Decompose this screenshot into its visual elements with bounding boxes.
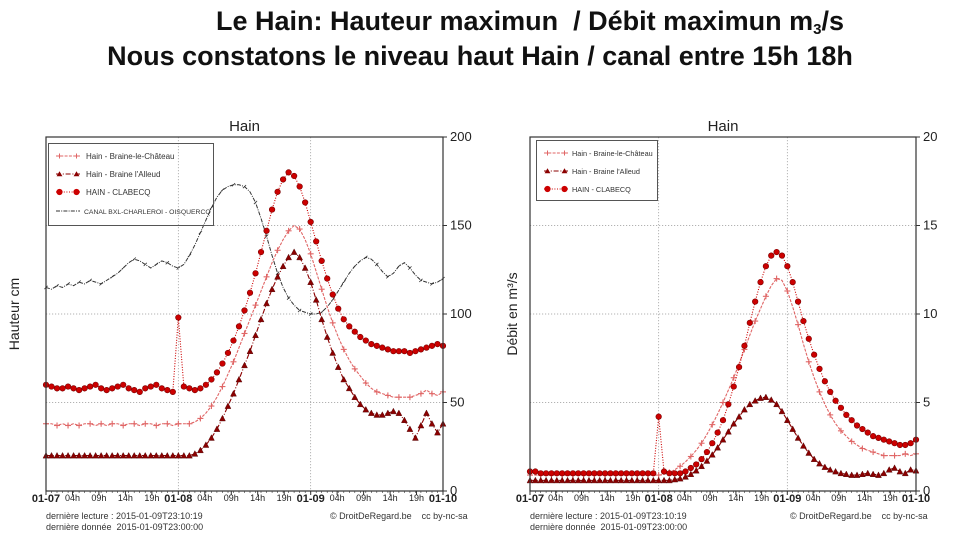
svg-text:Hain - Braine-le-Château: Hain - Braine-le-Château	[572, 149, 653, 158]
svg-text:HAIN - CLABECQ: HAIN - CLABECQ	[572, 185, 631, 194]
svg-text:15: 15	[923, 218, 937, 233]
svg-text:CANAL BXL-CHARLEROI - OISQUERC: CANAL BXL-CHARLEROI - OISQUERCQ	[84, 209, 211, 216]
svg-text:HAIN - CLABECQ: HAIN - CLABECQ	[86, 188, 150, 197]
svg-text:Hain - Braine l'Alleud: Hain - Braine l'Alleud	[572, 167, 640, 176]
svg-text:Hain - Braine l'Alleud: Hain - Braine l'Alleud	[86, 170, 160, 179]
svg-text:5: 5	[923, 395, 930, 410]
svg-text:10: 10	[923, 306, 937, 321]
svg-text:Hain - Braine-le-Château: Hain - Braine-le-Château	[86, 152, 175, 161]
svg-text:20: 20	[923, 129, 937, 144]
